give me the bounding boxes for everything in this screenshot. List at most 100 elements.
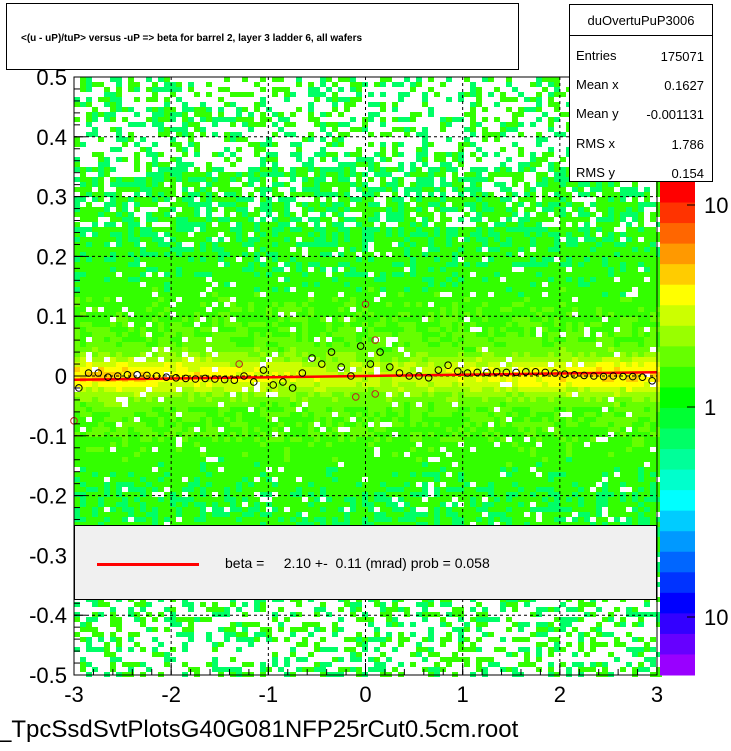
heatmap-cell bbox=[224, 347, 230, 352]
heatmap-cell bbox=[290, 282, 296, 287]
heatmap-cell bbox=[536, 82, 542, 87]
heatmap-cell bbox=[446, 117, 452, 122]
heatmap-cell bbox=[590, 277, 596, 282]
heatmap-cell bbox=[188, 302, 194, 307]
heatmap-cell bbox=[104, 167, 110, 172]
heatmap-cell bbox=[74, 287, 80, 292]
heatmap-cell bbox=[338, 382, 344, 387]
heatmap-cell bbox=[158, 182, 164, 187]
heatmap-cell bbox=[566, 277, 572, 282]
heatmap-cell bbox=[104, 232, 110, 237]
heatmap-cell bbox=[440, 247, 446, 252]
heatmap-cell bbox=[656, 372, 662, 377]
heatmap-cell bbox=[266, 197, 272, 202]
heatmap-cell bbox=[398, 287, 404, 292]
heatmap-cell bbox=[518, 287, 524, 292]
heatmap-cell bbox=[332, 137, 338, 142]
heatmap-cell bbox=[74, 372, 80, 377]
heatmap-cell bbox=[644, 282, 650, 287]
heatmap-cell bbox=[164, 242, 170, 247]
heatmap-cell bbox=[218, 292, 224, 297]
heatmap-cell bbox=[74, 272, 80, 277]
heatmap-cell bbox=[152, 327, 158, 332]
heatmap-cell bbox=[344, 362, 350, 367]
heatmap-cell bbox=[566, 387, 572, 392]
heatmap-cell bbox=[176, 247, 182, 252]
heatmap-cell bbox=[614, 222, 620, 227]
heatmap-cell bbox=[116, 337, 122, 342]
heatmap-cell bbox=[368, 377, 374, 382]
heatmap-cell bbox=[146, 187, 152, 192]
heatmap-cell bbox=[236, 252, 242, 257]
heatmap-cell bbox=[302, 327, 308, 332]
heatmap-cell bbox=[542, 232, 548, 237]
heatmap-cell bbox=[242, 137, 248, 142]
heatmap-cell bbox=[188, 337, 194, 342]
heatmap-cell bbox=[326, 302, 332, 307]
heatmap-cell bbox=[302, 297, 308, 302]
heatmap-cell bbox=[500, 127, 506, 132]
heatmap-cell bbox=[392, 292, 398, 297]
heatmap-cell bbox=[404, 287, 410, 292]
heatmap-cell bbox=[500, 397, 506, 402]
heatmap-cell bbox=[170, 82, 176, 87]
heatmap-cell bbox=[422, 212, 428, 217]
heatmap-cell bbox=[470, 407, 476, 412]
heatmap-cell bbox=[608, 382, 614, 387]
heatmap-cell bbox=[566, 402, 572, 407]
heatmap-cell bbox=[74, 402, 80, 407]
heatmap-cell bbox=[590, 337, 596, 342]
heatmap-cell bbox=[572, 242, 578, 247]
heatmap-cell bbox=[476, 122, 482, 127]
heatmap-cell bbox=[332, 107, 338, 112]
heatmap-cell bbox=[500, 407, 506, 412]
heatmap-cell bbox=[428, 192, 434, 197]
heatmap-cell bbox=[182, 372, 188, 377]
heatmap-cell bbox=[236, 172, 242, 177]
heatmap-cell bbox=[392, 187, 398, 192]
heatmap-cell bbox=[524, 322, 530, 327]
heatmap-cell bbox=[452, 297, 458, 302]
heatmap-cell bbox=[74, 292, 80, 297]
heatmap-cell bbox=[566, 382, 572, 387]
heatmap-cell bbox=[476, 222, 482, 227]
heatmap-cell bbox=[392, 307, 398, 312]
heatmap-cell bbox=[536, 252, 542, 257]
heatmap-cell bbox=[206, 237, 212, 242]
heatmap-cell bbox=[656, 377, 662, 382]
heatmap-cell bbox=[596, 297, 602, 302]
heatmap-cell bbox=[302, 202, 308, 207]
heatmap-cell bbox=[158, 117, 164, 122]
heatmap-cell bbox=[152, 197, 158, 202]
heatmap-cell bbox=[80, 307, 86, 312]
heatmap-cell bbox=[74, 102, 80, 107]
heatmap-cell bbox=[584, 322, 590, 327]
heatmap-cell bbox=[266, 382, 272, 387]
heatmap-cell bbox=[578, 242, 584, 247]
heatmap-cell bbox=[272, 237, 278, 242]
heatmap-cell bbox=[596, 182, 602, 187]
heatmap-cell bbox=[386, 312, 392, 317]
heatmap-cell bbox=[374, 327, 380, 332]
heatmap-cell bbox=[602, 302, 608, 307]
heatmap-cell bbox=[128, 272, 134, 277]
heatmap-cell bbox=[254, 152, 260, 157]
heatmap-cell bbox=[128, 132, 134, 137]
heatmap-cell bbox=[398, 162, 404, 167]
heatmap-cell bbox=[608, 297, 614, 302]
heatmap-cell bbox=[236, 322, 242, 327]
heatmap-cell bbox=[494, 172, 500, 177]
heatmap-cell bbox=[308, 112, 314, 117]
heatmap-cell bbox=[650, 287, 656, 292]
heatmap-cell bbox=[410, 272, 416, 277]
heatmap-cell bbox=[392, 252, 398, 257]
heatmap-cell bbox=[284, 387, 290, 392]
heatmap-cell bbox=[314, 297, 320, 302]
heatmap-cell bbox=[494, 227, 500, 232]
heatmap-cell bbox=[506, 367, 512, 372]
heatmap-cell bbox=[260, 192, 266, 197]
heatmap-cell bbox=[206, 202, 212, 207]
heatmap-cell bbox=[620, 317, 626, 322]
heatmap-cell bbox=[116, 312, 122, 317]
heatmap-cell bbox=[626, 357, 632, 362]
